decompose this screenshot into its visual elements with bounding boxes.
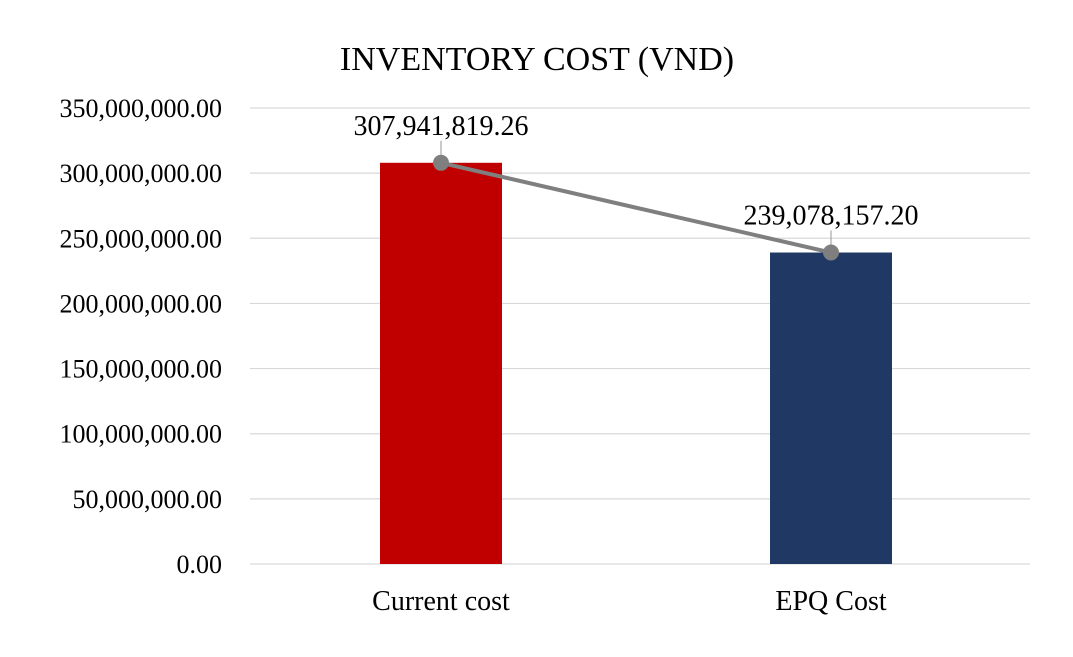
y-axis-tick-labels: 0.00 50,000,000.00 100,000,000.00 150,000,0… — [60, 94, 223, 579]
line-marker — [433, 154, 449, 171]
bar — [380, 162, 502, 564]
data-label: 307,941,819.26 — [354, 111, 529, 142]
trend-line — [433, 154, 839, 261]
y-tick-label: 300,000,000.00 — [60, 159, 223, 188]
series-line — [440, 160, 832, 255]
x-axis-category-labels: Current cost EPQ Cost — [372, 586, 887, 617]
bar — [770, 252, 892, 564]
bars — [380, 162, 892, 564]
line-marker — [823, 244, 839, 261]
y-tick-label: 350,000,000.00 — [60, 94, 223, 123]
grid — [250, 107, 1030, 565]
y-tick-label: 250,000,000.00 — [60, 224, 223, 253]
y-tick-label: 200,000,000.00 — [60, 289, 223, 318]
y-tick-label: 0.00 — [177, 550, 223, 579]
y-tick-label: 100,000,000.00 — [60, 420, 223, 449]
x-category-label: Current cost — [372, 586, 510, 617]
y-tick-label: 50,000,000.00 — [73, 485, 223, 514]
data-label: 239,078,157.20 — [744, 201, 919, 232]
x-category-label: EPQ Cost — [775, 586, 886, 617]
y-tick-label: 150,000,000.00 — [60, 355, 223, 384]
chart-title: INVENTORY COST (VND) — [340, 41, 734, 78]
data-labels: 307,941,819.26 239,078,157.20 — [354, 111, 919, 245]
